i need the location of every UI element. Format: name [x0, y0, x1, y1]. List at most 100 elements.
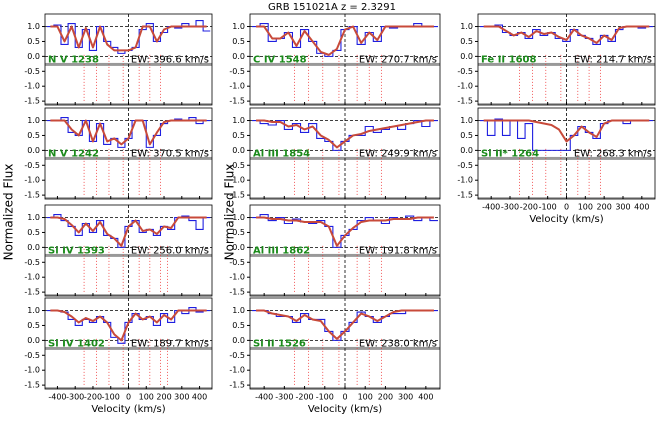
model-fit — [50, 216, 207, 247]
axes-frame — [249, 107, 441, 200]
y-tick-label: 0.0 — [27, 52, 40, 61]
x-tick-label: 0 — [564, 203, 569, 212]
y-tick-label: -1.5 — [24, 288, 40, 297]
panel: 1.0 0.5 0.0 -0.5 -1.0 -1.5 -400 -300 -200 -100 0 10… — [24, 297, 213, 415]
y-tick-label: -0.5 — [229, 67, 245, 76]
model-fit — [483, 25, 650, 44]
x-tick-label: 400 — [634, 203, 649, 212]
panel: 1.0 0.5 0.0 -0.5 -1.0 -1.5 Fe II 1608 EW: 214.7… — [457, 13, 656, 106]
flux-data — [46, 116, 211, 148]
y-tick-label: -0.5 — [229, 161, 245, 170]
y-tick-label: -1.0 — [24, 366, 40, 375]
x-axis-label: Velocity (km/s) — [529, 214, 603, 225]
model-fit — [256, 309, 434, 340]
y-tick-label: -1.5 — [229, 97, 245, 106]
flux-data — [479, 24, 654, 45]
flux-data — [46, 306, 211, 344]
y-tick-label: 0.5 — [27, 228, 40, 237]
equivalent-width: EW: 370.5 km/s — [131, 148, 209, 159]
y-tick-label: -1.0 — [229, 273, 245, 282]
y-tick-label: 1.0 — [232, 306, 245, 315]
y-tick-label: -1.0 — [457, 82, 473, 91]
equivalent-width: EW: 214.7 km/s — [574, 54, 652, 65]
y-tick-label: -1.5 — [24, 191, 40, 200]
x-tick-label: 400 — [192, 393, 207, 402]
equivalent-width: EW: 191.8 km/s — [359, 245, 437, 256]
y-tick-label: 0.0 — [27, 336, 40, 345]
y-tick-label: 0.5 — [232, 321, 245, 330]
panel: 1.0 0.5 0.0 -0.5 -1.0 -1.5 -400 -300 -200 -100 0 10… — [457, 107, 656, 225]
y-tick-label: -0.5 — [24, 351, 40, 360]
y-tick-label: -1.0 — [24, 82, 40, 91]
x-tick-label: -300 — [66, 393, 84, 402]
line-label: Al III 1854 — [253, 148, 310, 159]
axes-frame — [44, 107, 213, 200]
x-tick-label: 0 — [342, 393, 347, 402]
axes-frame — [249, 297, 441, 390]
y-tick-label: -1.5 — [24, 97, 40, 106]
line-label: C IV 1548 — [253, 54, 307, 65]
y-tick-label: 1.0 — [460, 116, 473, 125]
equivalent-width: EW: 189.7 km/s — [131, 338, 209, 349]
axes-frame — [44, 13, 213, 106]
y-tick-label: 0.5 — [27, 37, 40, 46]
panel: 1.0 0.5 0.0 -0.5 -1.0 -1.5 Si IV 1393 EW: 256.0… — [24, 204, 213, 297]
line-label: N V 1242 — [48, 148, 99, 159]
x-tick-label: 400 — [418, 393, 433, 402]
panel: 1.0 0.5 0.0 -0.5 -1.0 -1.5 -400 -300 -200 -100 0 10… — [229, 297, 441, 415]
x-tick-label: -400 — [482, 203, 500, 212]
x-axis-label: Velocity (km/s) — [308, 404, 382, 415]
axes-frame — [477, 13, 656, 106]
y-tick-label: 1.0 — [27, 213, 40, 222]
y-tick-label: 1.0 — [460, 22, 473, 31]
y-tick-label: 0.5 — [232, 131, 245, 140]
line-label: Fe II 1608 — [481, 54, 536, 65]
model-fit — [50, 119, 207, 146]
y-tick-label: -0.5 — [229, 258, 245, 267]
y-tick-label: -1.0 — [229, 82, 245, 91]
line-label: N V 1238 — [48, 54, 99, 65]
y-tick-label: -1.5 — [457, 191, 473, 200]
y-tick-label: -1.5 — [229, 288, 245, 297]
y-tick-label: 0.0 — [27, 243, 40, 252]
x-tick-label: -300 — [275, 393, 293, 402]
model-fit — [256, 25, 434, 56]
y-tick-label: -1.5 — [24, 381, 40, 390]
y-tick-label: -0.5 — [24, 258, 40, 267]
model-fit — [50, 25, 207, 52]
y-tick-label: -1.0 — [457, 176, 473, 185]
x-tick-label: 300 — [398, 393, 413, 402]
panel: 1.0 0.5 0.0 -0.5 -1.0 -1.5 Al III 1854 EW: 249.… — [229, 107, 441, 200]
x-tick-label: -200 — [295, 393, 313, 402]
y-tick-label: -0.5 — [457, 67, 473, 76]
y-tick-label: 0.5 — [460, 131, 473, 140]
panel: 1.0 0.5 0.0 -0.5 -1.0 -1.5 N V 1238 EW: 396.6 k… — [24, 13, 213, 106]
line-label: Al III 1862 — [253, 245, 310, 256]
x-tick-label: 300 — [615, 203, 630, 212]
x-tick-label: 0 — [126, 393, 131, 402]
line-label: Si II 1526 — [253, 338, 306, 349]
y-tick-label: 0.5 — [232, 37, 245, 46]
x-tick-label: -400 — [255, 393, 273, 402]
x-tick-label: 100 — [139, 393, 154, 402]
x-axis-label: Velocity (km/s) — [91, 404, 165, 415]
figure-title: GRB 151021A z = 2.3291 — [268, 2, 396, 13]
equivalent-width: EW: 396.6 km/s — [131, 54, 209, 65]
x-tick-label: 200 — [597, 203, 612, 212]
y-tick-label: 0.0 — [232, 52, 245, 61]
y-tick-label: -1.5 — [457, 97, 473, 106]
y-tick-label: 0.0 — [232, 146, 245, 155]
model-fit — [256, 119, 434, 149]
y-tick-label: 1.0 — [27, 306, 40, 315]
y-tick-label: 0.5 — [27, 321, 40, 330]
axes-frame — [249, 204, 441, 297]
equivalent-width: EW: 256.0 km/s — [131, 245, 209, 256]
y-tick-label: 0.5 — [27, 131, 40, 140]
y-axis-label: Normalized Flux — [2, 164, 16, 261]
model-fit — [483, 119, 650, 143]
x-tick-label: 100 — [578, 203, 593, 212]
y-tick-label: 0.5 — [232, 228, 245, 237]
equivalent-width: EW: 238.0 km/s — [359, 338, 437, 349]
x-tick-label: 300 — [174, 393, 189, 402]
